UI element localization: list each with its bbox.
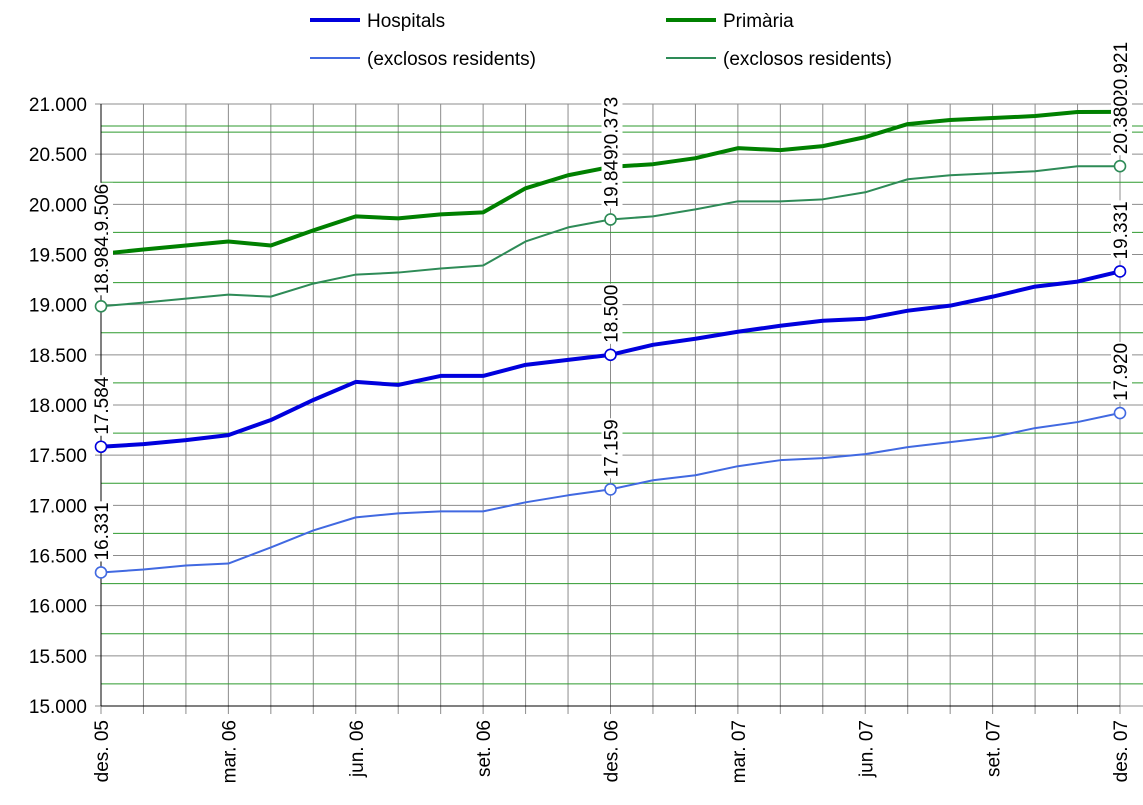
data-label-background	[1111, 40, 1132, 101]
data-label: 18.500	[602, 285, 623, 343]
axes: 15.000 15.500 16.000 16.500 17.000 17.500 18.0…	[29, 95, 1132, 783]
data-point-marker	[604, 213, 617, 226]
data-label-background	[92, 234, 113, 296]
y-tick-label: 15.000	[29, 697, 87, 718]
x-tick-label: des. 07	[1111, 720, 1132, 782]
x-tick-label: set. 06	[474, 720, 495, 777]
data-point-marker	[94, 566, 108, 579]
data-point-marker	[604, 483, 617, 496]
y-tick-label: 17.500	[29, 446, 87, 467]
data-label: 19.506	[92, 184, 113, 242]
x-tick-label: set. 07	[984, 720, 1005, 777]
data-label-background	[92, 375, 113, 436]
data-point-marker	[1113, 406, 1127, 420]
x-tick-label: mar. 06	[219, 720, 240, 783]
data-label-background	[1111, 341, 1132, 403]
data-point-marker	[94, 440, 108, 454]
data-label-background	[92, 182, 113, 243]
data-labels: 17.584 18.500 19.331 16.331 17.159 17.920 19.5…	[92, 40, 1132, 579]
legend: Hospitals (exclosos residents) Primària (ex…	[310, 11, 892, 70]
data-point-marker	[1113, 265, 1127, 278]
y-tick-label: 20.000	[29, 195, 87, 216]
data-label: 17.584	[92, 376, 113, 435]
y-tick-label: 20.500	[29, 145, 87, 166]
x-tick-label: des. 05	[92, 720, 113, 782]
data-label: 17.159	[602, 419, 623, 477]
data-label-background	[1111, 95, 1132, 156]
x-tick-label: mar. 07	[729, 720, 750, 783]
data-label-background	[1111, 200, 1132, 261]
data-label-background	[92, 501, 113, 562]
y-tick-label: 18.500	[29, 346, 87, 367]
data-label: 20.921	[1111, 42, 1132, 100]
y-tick-label: 15.500	[29, 647, 87, 668]
x-tick-label: des. 06	[602, 720, 623, 782]
data-point-marker	[94, 299, 108, 313]
data-label-background	[601, 95, 623, 156]
data-label: 20.380	[1111, 96, 1132, 154]
data-point-marker	[604, 348, 617, 362]
legend-label: (exclosos residents)	[723, 49, 892, 70]
y-tick-label: 17.000	[29, 496, 87, 517]
y-tick-label: 16.500	[29, 547, 87, 568]
x-tick-label: jun. 06	[347, 720, 368, 778]
data-label: 17.920	[1111, 343, 1132, 401]
data-label-background	[601, 283, 623, 344]
data-label-background	[601, 418, 623, 479]
data-label: 20.373	[602, 97, 623, 155]
y-tick-label: 19.000	[29, 296, 87, 317]
legend-label: Primària	[723, 11, 794, 32]
data-label-background	[601, 148, 623, 209]
data-label: 18.984	[92, 236, 113, 295]
y-tick-label: 18.000	[29, 396, 87, 417]
data-label: 19.331	[1111, 201, 1132, 259]
y-tick-label: 21.000	[29, 95, 87, 116]
legend-label: (exclosos residents)	[367, 49, 536, 70]
y-tick-label: 19.500	[29, 246, 87, 267]
data-label: 16.331	[92, 502, 113, 560]
x-tick-label: jun. 07	[856, 720, 877, 778]
data-point-marker	[1113, 159, 1127, 173]
y-tick-label: 16.000	[29, 597, 87, 618]
legend-label: Hospitals	[367, 11, 445, 32]
data-label: 19.849	[602, 149, 623, 207]
